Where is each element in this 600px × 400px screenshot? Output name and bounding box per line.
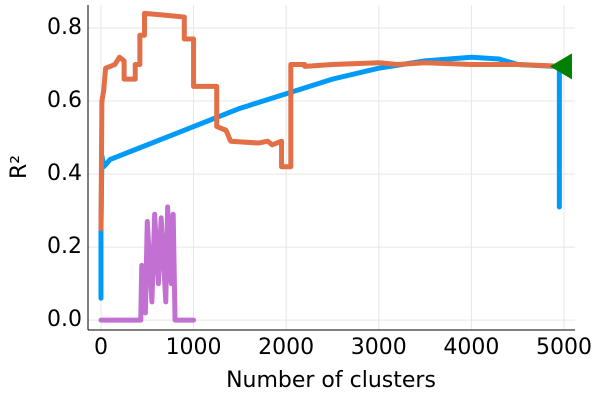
x-tick-label: 3000 <box>351 335 407 360</box>
x-axis-label: Number of clusters <box>226 368 436 393</box>
y-tick-label: 0.2 <box>47 234 82 259</box>
y-tick-label: 0.6 <box>47 88 82 113</box>
x-tick-label: 0 <box>94 335 108 360</box>
x-tick-label: 2000 <box>258 335 314 360</box>
x-tick-label: 5000 <box>536 335 592 360</box>
marker <box>549 53 572 80</box>
y-axis-label: R² <box>7 155 32 179</box>
line <box>98 204 197 323</box>
line <box>98 10 567 232</box>
x-tick-label: 1000 <box>166 335 222 360</box>
x-tick-label: 4000 <box>443 335 499 360</box>
y-tick-label: 0.4 <box>47 161 82 186</box>
y-tick-label: 0.8 <box>47 15 82 40</box>
y-tick-label: 0.0 <box>47 307 82 332</box>
